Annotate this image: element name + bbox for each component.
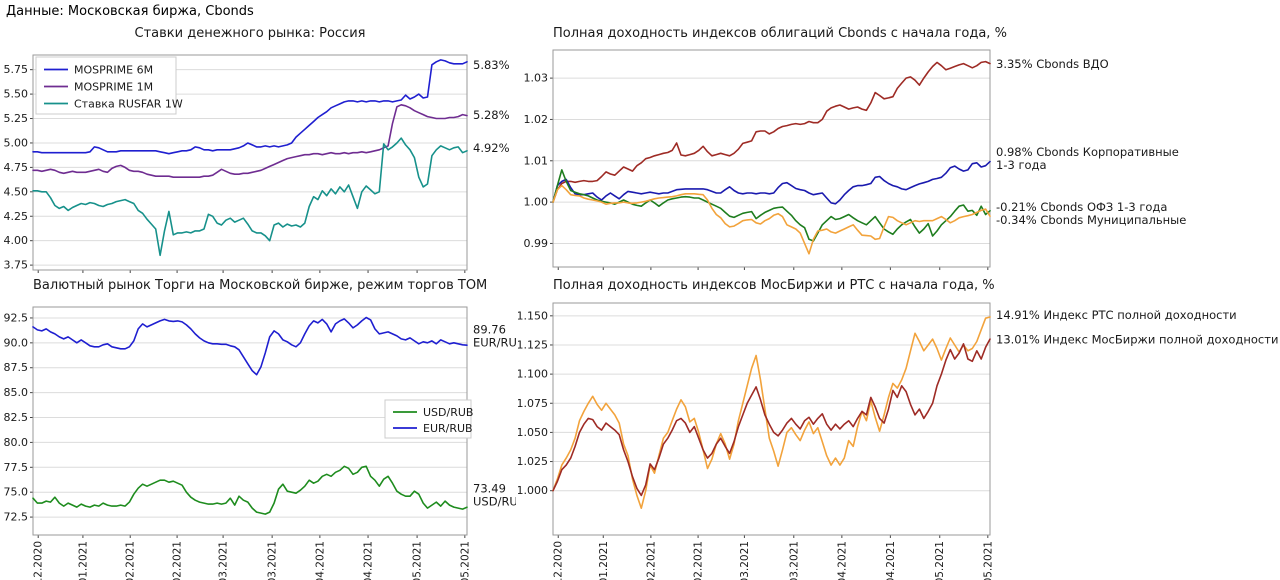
x-tick-label: 22.03.2021: [788, 541, 800, 580]
x-tick-label: 30.12.2020: [33, 541, 45, 580]
x-tick-label: 22.03.2021: [267, 541, 279, 580]
y-tick-label: 5.25: [4, 112, 29, 125]
y-tick-label: 4.00: [4, 234, 29, 247]
y-tick-label: 1.03: [524, 72, 549, 85]
series-line: [552, 338, 991, 497]
y-tick-label: 1.100: [518, 368, 548, 381]
y-tick-label: 72.5: [4, 511, 29, 524]
y-tick-label: 5.75: [4, 63, 29, 76]
x-tick-label: 21.04.2021: [363, 541, 375, 580]
series-line: [32, 59, 468, 155]
legend: [35, 56, 177, 115]
data-source-label: Данные: Московская биржа, Cbonds: [6, 4, 254, 19]
series-value-label: -0.21% Cbonds ОФЗ 1-3 года: [996, 200, 1167, 214]
y-tick-label: 1.01: [524, 154, 549, 167]
x-tick-label: 17.02.2021: [172, 541, 184, 580]
series-value-label: 14.91% Индекс РТС полной доходности: [996, 308, 1237, 322]
y-tick-label: 1.125: [518, 338, 548, 351]
x-tick-label: 21.04.2021: [885, 541, 897, 580]
chart-panel-money-market: Ставки денежного рынка: Россия 5.75 5.50 5…: [0, 20, 516, 273]
bond-indices-plot: 1.03 1.02 1.01 1.00 0.99 3.35% Cbonds ВДО 0.98…: [524, 49, 1186, 270]
chart-panel-bond-indices: Полная доходность индексов облигаций Cbo…: [518, 20, 1280, 272]
x-tick-label: 04.03.2021: [218, 541, 230, 580]
money-market-plot: 5.75 5.50 5.25 5.00 4.75 4.50 4.25 4.00 3.75 5.83…: [4, 54, 510, 273]
y-tick-label: 1.050: [518, 426, 548, 439]
y-tick-label: 87.5: [4, 361, 29, 374]
y-tick-label: 4.50: [4, 185, 29, 198]
x-tick-label: 04.03.2021: [739, 541, 751, 580]
x-tick-label: 24.05.2021: [459, 541, 471, 580]
series-line: [32, 316, 468, 376]
series-line: [32, 103, 468, 178]
chart-panel-equity-indices: Полная доходность индексов МосБиржи и РТ…: [518, 272, 1280, 580]
x-tick-label: 02.02.2021: [125, 541, 137, 580]
legend: [384, 399, 472, 439]
chart-title-bond-indices: Полная доходность индексов облигаций Cbo…: [553, 26, 1007, 41]
y-tick-label: 1.02: [524, 113, 549, 126]
equity-indices-plot: 1.150 1.125 1.100 1.075 1.050 1.025 1.000 30.12…: [518, 302, 1278, 580]
series-value-label: -0.34% Cbonds Муниципальные: [996, 213, 1186, 227]
x-tick-label: 17.02.2021: [693, 541, 705, 580]
fx-market-plot: 92.5 90.0 87.5 85.0 82.5 80.0 77.5 75.0 72.5 30.1…: [4, 306, 516, 580]
series-value-label: 3.35% Cbonds ВДО: [996, 57, 1109, 71]
y-tick-label: 90.0: [4, 336, 29, 349]
x-tick-label: 30.12.2020: [553, 541, 565, 580]
chart-title-equity-indices: Полная доходность индексов МосБиржи и РТ…: [553, 278, 995, 293]
y-tick-label: 1.00: [524, 196, 549, 209]
y-tick-label: 5.00: [4, 136, 29, 149]
chart-panel-fx-market: Валютный рынок Торги на Московской бирже…: [0, 272, 517, 580]
series-value-label: 0.98% Cbonds Корпоративные 1-3 года: [996, 145, 1179, 172]
x-tick-label: 07.05.2021: [412, 541, 424, 580]
y-tick-label: 82.5: [4, 411, 29, 424]
x-tick-label: 18.01.2021: [598, 541, 610, 580]
legend-label: USD/RUB: [423, 406, 473, 419]
series-line: [552, 184, 991, 255]
y-tick-label: 92.5: [4, 311, 29, 324]
series-line: [552, 60, 991, 203]
y-tick-label: 1.025: [518, 455, 548, 468]
x-tick-label: 07.05.2021: [934, 541, 946, 580]
series-value-label: 5.28%: [473, 108, 510, 122]
legend-label: Ставка RUSFAR 1W: [74, 98, 183, 111]
legend-label: MOSPRIME 1M: [74, 81, 153, 94]
y-tick-label: 5.50: [4, 88, 29, 101]
x-tick-label: 18.01.2021: [77, 541, 89, 580]
series-line: [552, 316, 991, 509]
y-tick-label: 1.075: [518, 397, 548, 410]
series-line: [32, 137, 468, 257]
y-tick-label: 0.99: [524, 237, 549, 250]
y-tick-label: 1.150: [518, 309, 548, 322]
series-value-label: 5.83%: [473, 58, 510, 72]
series-line: [552, 169, 991, 242]
y-tick-label: 77.5: [4, 461, 29, 474]
y-tick-label: 75.0: [4, 486, 29, 499]
y-tick-label: 3.75: [4, 259, 29, 272]
y-tick-label: 4.75: [4, 161, 29, 174]
y-tick-label: 85.0: [4, 386, 29, 399]
x-tick-label: 24.05.2021: [982, 541, 994, 580]
series-line: [552, 160, 991, 205]
series-value-label: 13.01% Индекс МосБиржи полной доходности: [996, 332, 1278, 346]
y-tick-label: 80.0: [4, 436, 29, 449]
x-tick-label: 06.04.2021: [836, 541, 848, 580]
legend-label: MOSPRIME 6M: [74, 64, 153, 77]
series-value-label: 4.92%: [473, 141, 510, 155]
series-line: [32, 465, 468, 515]
chart-title-money-market: Ставки денежного рынка: Россия: [134, 26, 366, 41]
chart-title-fx-market: Валютный рынок Торги на Московской бирже…: [33, 278, 488, 293]
x-tick-label: 02.02.2021: [645, 541, 657, 580]
y-tick-label: 4.25: [4, 210, 29, 223]
y-tick-label: 1.000: [518, 484, 548, 497]
legend-label: EUR/RUB: [423, 422, 473, 435]
x-tick-label: 06.04.2021: [314, 541, 326, 580]
